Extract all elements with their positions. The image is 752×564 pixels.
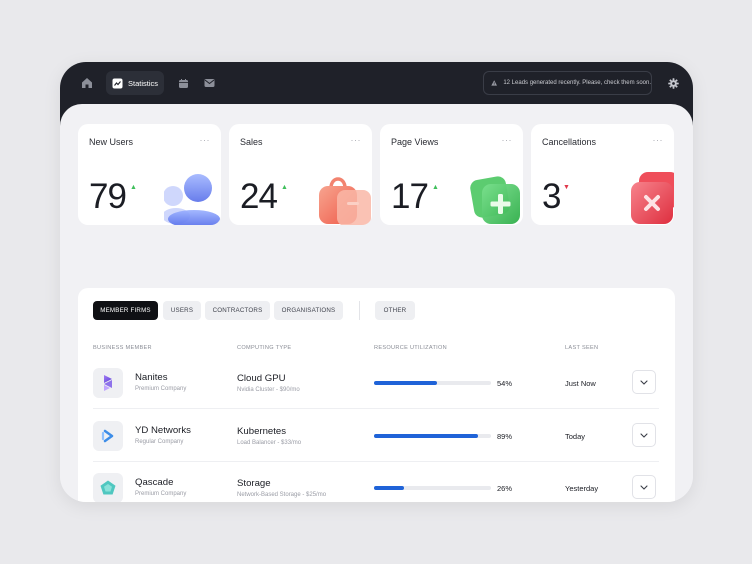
chevron-down-icon: [640, 484, 648, 490]
nanites-logo-icon: [93, 368, 123, 398]
home-icon[interactable]: [78, 74, 96, 92]
table-row[interactable]: YD Networks Regular Company Kubernetes L…: [93, 415, 661, 467]
utilization-bar: [374, 381, 491, 385]
stat-title: Sales: [240, 137, 263, 147]
calendar-icon[interactable]: [174, 74, 192, 92]
users-illustration-icon: [164, 174, 220, 225]
more-options-icon[interactable]: ···: [652, 135, 663, 145]
member-tier: Premium Company: [135, 386, 187, 392]
member-tier: Regular Company: [135, 439, 184, 445]
chart-icon: [112, 78, 123, 88]
expand-row-button[interactable]: [632, 423, 656, 447]
utilization-bar-fill: [374, 486, 405, 490]
mail-icon[interactable]: [200, 74, 218, 92]
qascade-logo-icon: [93, 473, 123, 502]
notification-text: 12 Leads generated recently. Please, che…: [503, 80, 651, 86]
utilization-bar-fill: [374, 381, 438, 385]
utilization-percent: 89%: [497, 432, 513, 441]
add-illustration-icon: [470, 176, 520, 224]
tab-organisations[interactable]: ORGANISATIONS: [274, 301, 343, 320]
tab-member-firms[interactable]: MEMBER FIRMS: [93, 301, 158, 320]
column-header-business-member[interactable]: BUSINESS MEMBER: [93, 345, 152, 351]
tab-users[interactable]: USERS: [163, 301, 201, 320]
column-header-last-seen[interactable]: LAST SEEN: [565, 345, 599, 351]
members-table-card: MEMBER FIRMS USERS CONTRACTORS ORGANISAT…: [78, 288, 675, 502]
shopping-bag-illustration-icon: [319, 177, 371, 225]
computing-type: Kubernetes: [237, 426, 287, 437]
gear-icon[interactable]: [664, 74, 682, 92]
computing-detail: Load Balancer - $33/mo: [237, 440, 302, 446]
tab-other[interactable]: OTHER: [375, 301, 415, 320]
member-name: Qascade: [135, 477, 174, 488]
utilization-percent: 26%: [497, 484, 513, 493]
stat-title: New Users: [89, 137, 134, 147]
stat-title: Page Views: [391, 137, 439, 147]
utilization-percent: 54%: [497, 379, 513, 388]
column-header-resource-utilization[interactable]: RESOURCE UTILIZATION: [374, 345, 448, 351]
computing-detail: Nvidia Cluster - $90/mo: [237, 387, 300, 393]
stat-card-new-users[interactable]: New Users ··· 79 ▲: [78, 124, 221, 225]
leads-notification[interactable]: 12 Leads generated recently. Please, che…: [483, 71, 652, 95]
dashboard-window: Statistics 12 Leads generated recently. …: [60, 62, 693, 502]
table-row[interactable]: Qascade Premium Company Storage Network-…: [93, 467, 661, 502]
stat-card-cancellations[interactable]: Cancellations ··· 3 ▼: [531, 124, 674, 225]
tab-contractors[interactable]: CONTRACTORS: [205, 301, 270, 320]
cancel-illustration-icon: [631, 172, 674, 224]
utilization-bar: [374, 486, 491, 490]
tab-divider: [359, 301, 360, 320]
last-seen: Just Now: [565, 379, 596, 388]
stat-card-sales[interactable]: Sales ··· 24 ▲: [229, 124, 372, 225]
last-seen: Yesterday: [565, 484, 599, 493]
computing-type: Storage: [237, 478, 271, 489]
table-row[interactable]: Nanites Premium Company Cloud GPU Nvidia…: [93, 362, 661, 414]
chevron-down-icon: [640, 432, 648, 438]
row-divider: [93, 408, 659, 409]
trend-up-icon: ▲: [432, 184, 439, 191]
yd-networks-logo-icon: [93, 421, 123, 451]
stat-value: 17: [391, 177, 429, 216]
more-options-icon[interactable]: ···: [350, 135, 361, 145]
stat-title: Cancellations: [542, 137, 597, 147]
tab-statistics-label: Statistics: [128, 78, 159, 88]
column-header-computing-type[interactable]: COMPUTING TYPE: [237, 345, 292, 351]
tab-statistics[interactable]: Statistics: [106, 71, 164, 95]
content-panel: New Users ··· 79 ▲ Sales ··· 24 ▲: [60, 104, 693, 502]
utilization-bar-fill: [374, 434, 479, 438]
computing-detail: Network-Based Storage - $25/mo: [237, 492, 327, 498]
member-tier: Premium Company: [135, 491, 187, 497]
trend-up-icon: ▲: [281, 184, 288, 191]
stat-value: 3: [542, 177, 561, 216]
computing-type: Cloud GPU: [237, 373, 286, 384]
more-options-icon[interactable]: ···: [501, 135, 512, 145]
stat-value: 24: [240, 177, 278, 216]
stat-card-page-views[interactable]: Page Views ··· 17 ▲: [380, 124, 523, 225]
trend-down-icon: ▼: [563, 184, 570, 191]
stat-value: 79: [89, 177, 127, 216]
expand-row-button[interactable]: [632, 475, 656, 499]
utilization-bar: [374, 434, 491, 438]
expand-row-button[interactable]: [632, 370, 656, 394]
row-divider: [93, 461, 659, 462]
more-options-icon[interactable]: ···: [199, 135, 210, 145]
trend-up-icon: ▲: [130, 184, 137, 191]
member-name: YD Networks: [135, 425, 191, 436]
member-name: Nanites: [135, 372, 168, 383]
warning-icon: [491, 80, 498, 86]
last-seen: Today: [565, 432, 586, 441]
chevron-down-icon: [640, 379, 648, 385]
